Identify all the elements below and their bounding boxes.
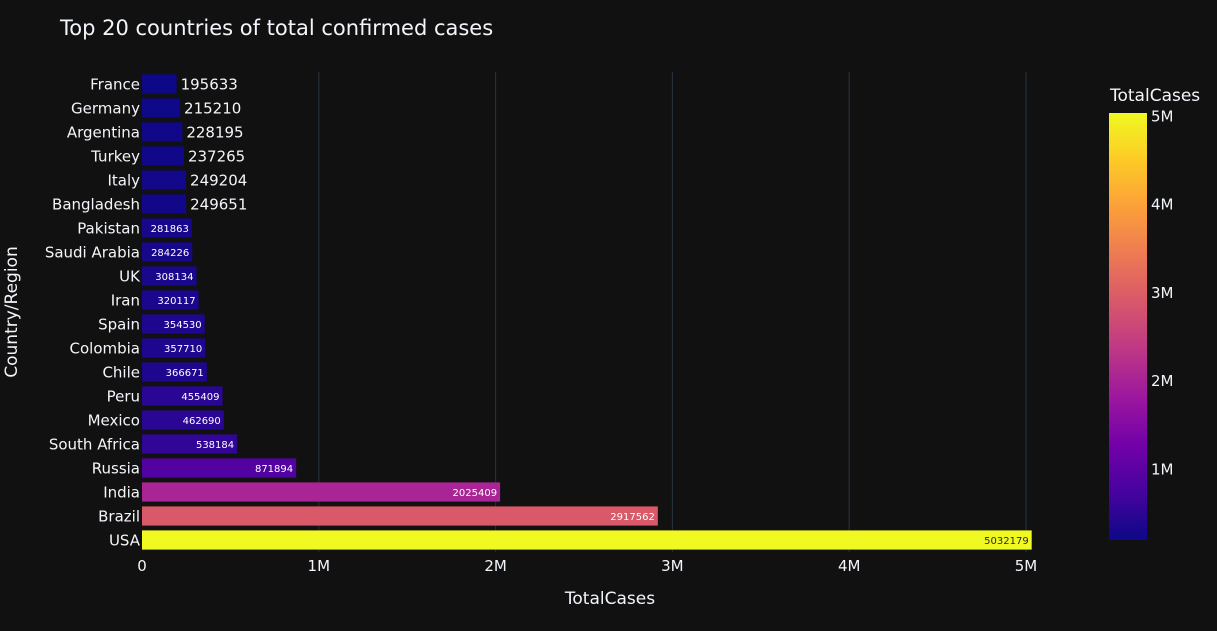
x-tick-label-5: 5M [1015, 557, 1038, 575]
x-tick-label-1: 1M [308, 557, 331, 575]
data-label-4: 538184 [196, 440, 234, 451]
y-tick-label-13: Pakistan [77, 220, 140, 238]
y-tick-label-1: Brazil [98, 508, 140, 526]
data-label-3: 871894 [255, 464, 293, 475]
data-label-13: 281863 [151, 224, 189, 235]
y-tick-label-19: France [90, 76, 140, 94]
y-tick-label-3: Russia [92, 460, 140, 478]
y-tick-label-6: Peru [107, 388, 140, 406]
x-tick-label-3: 3M [661, 557, 684, 575]
data-label-1: 2917562 [610, 512, 655, 523]
colorbar-tick-label-2: 3M [1151, 284, 1174, 302]
y-tick-label-5: Mexico [88, 412, 140, 430]
y-tick-label-0: USA [109, 532, 141, 550]
bar-italy [142, 170, 186, 189]
y-tick-label-16: Turkey [90, 148, 140, 166]
data-label-7: 366671 [166, 368, 204, 379]
x-axis-label: TotalCases [564, 589, 655, 609]
y-tick-label-2: India [103, 484, 140, 502]
data-label-15: 249204 [190, 172, 247, 190]
bar-argentina [142, 122, 182, 141]
bar-brazil [142, 506, 658, 525]
data-label-8: 357710 [164, 344, 202, 355]
data-label-18: 215210 [184, 100, 241, 118]
y-tick-label-7: Chile [102, 364, 140, 382]
y-tick-label-8: Colombia [70, 340, 141, 358]
data-label-5: 462690 [183, 416, 221, 427]
y-tick-label-11: UK [119, 268, 141, 286]
data-label-17: 228195 [186, 124, 243, 142]
x-tick-label-0: 0 [137, 557, 147, 575]
data-label-0: 5032179 [984, 536, 1029, 547]
data-label-16: 237265 [188, 148, 245, 166]
y-tick-label-10: Iran [111, 292, 140, 310]
y-tick-label-14: Bangladesh [52, 196, 140, 214]
y-tick-label-18: Germany [71, 100, 140, 118]
bar-turkey [142, 146, 184, 165]
bar-bangladesh [142, 194, 186, 213]
bar-germany [142, 98, 180, 117]
data-label-6: 455409 [181, 392, 219, 403]
y-axis-label: Country/Region [2, 246, 22, 377]
bar-usa [142, 530, 1032, 549]
y-tick-label-17: Argentina [67, 124, 140, 142]
data-label-12: 284226 [151, 248, 189, 259]
y-tick-label-12: Saudi Arabia [45, 244, 140, 262]
bar-france [142, 74, 177, 93]
x-tick-label-2: 2M [484, 557, 507, 575]
bar-india [142, 482, 500, 501]
colorbar-tick-label-1: 2M [1151, 372, 1174, 390]
y-tick-label-4: South Africa [49, 436, 140, 454]
data-label-11: 308134 [155, 272, 193, 283]
chart-title: Top 20 countries of total confirmed case… [59, 16, 493, 40]
data-label-14: 249651 [190, 196, 247, 214]
data-label-9: 354530 [163, 320, 201, 331]
y-tick-label-9: Spain [98, 316, 140, 334]
colorbar-tick-label-3: 4M [1151, 196, 1174, 214]
data-label-19: 195633 [181, 76, 238, 94]
data-label-2: 2025409 [453, 488, 498, 499]
colorbar-tick-label-4: 5M [1151, 107, 1174, 125]
y-tick-label-15: Italy [107, 172, 140, 190]
colorbar-gradient [1109, 113, 1147, 540]
x-tick-label-4: 4M [838, 557, 861, 575]
data-label-10: 320117 [157, 296, 195, 307]
colorbar-title: TotalCases [1109, 86, 1200, 106]
colorbar-tick-label-0: 1M [1151, 460, 1174, 478]
